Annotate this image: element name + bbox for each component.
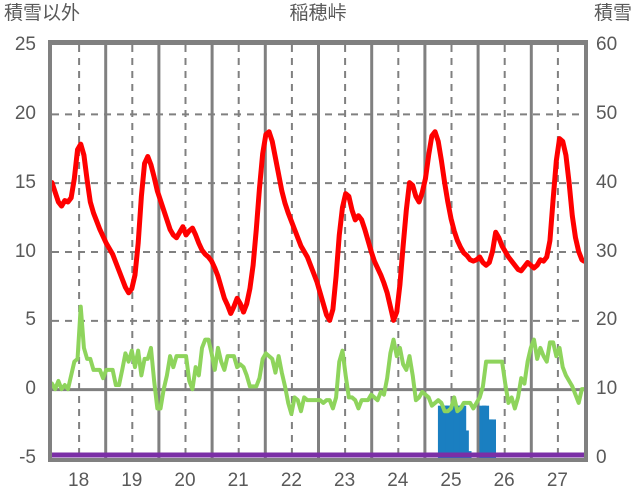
y-axis-left-tick-label: 10 bbox=[14, 240, 36, 262]
y-axis-left-tick-label: 5 bbox=[25, 309, 36, 331]
plot-area bbox=[48, 40, 588, 462]
left-axis-title: 積雪以外 bbox=[4, 3, 81, 24]
green-precipitation-line bbox=[52, 304, 584, 416]
x-axis-tick-label: 22 bbox=[280, 470, 302, 491]
snow-depth-bar bbox=[488, 419, 496, 458]
y-axis-right-tick-label: 0 bbox=[596, 447, 607, 468]
x-axis-tick-label: 23 bbox=[334, 470, 356, 491]
snow-depth-bars bbox=[437, 405, 496, 458]
y-axis-right-tick-label: 40 bbox=[596, 171, 618, 193]
y-axis-right-tick-label: 10 bbox=[596, 378, 618, 400]
x-axis-tick-label: 24 bbox=[387, 470, 409, 491]
y-axis-left-tick-label: 0 bbox=[25, 378, 36, 400]
snow-depth-bar bbox=[482, 405, 490, 458]
x-axis-tick-label: 27 bbox=[546, 470, 568, 491]
chart-title: 稲穂峠 bbox=[289, 3, 347, 24]
snow-depth-bar bbox=[461, 430, 469, 458]
x-axis-tick-label: 20 bbox=[174, 470, 196, 491]
x-axis-tick-label: 18 bbox=[68, 470, 90, 491]
x-axis-tick-label: 19 bbox=[121, 470, 143, 491]
y-axis-left-tick-label: 25 bbox=[14, 34, 36, 55]
snow-depth-bar bbox=[445, 405, 453, 458]
y-axis-right-tick-label: 30 bbox=[596, 240, 618, 262]
x-axis-tick-label: 26 bbox=[493, 470, 515, 491]
chart-svg bbox=[52, 45, 584, 458]
x-axis-tick-label: 25 bbox=[440, 470, 462, 491]
y-axis-left-tick-label: 15 bbox=[14, 171, 36, 193]
x-axis-tick-label: 21 bbox=[227, 470, 249, 491]
red-temperature-line bbox=[52, 129, 584, 323]
right-axis-title: 積雪 bbox=[593, 3, 632, 24]
y-axis-right-tick-label: 20 bbox=[596, 309, 618, 331]
y-axis-right-tick-label: 60 bbox=[596, 34, 618, 55]
y-axis-left-tick-label: 20 bbox=[14, 102, 36, 124]
y-axis-left-tick-label: -5 bbox=[19, 447, 36, 468]
plot-canvas bbox=[52, 45, 584, 458]
y-axis-right-tick-label: 50 bbox=[596, 102, 618, 124]
